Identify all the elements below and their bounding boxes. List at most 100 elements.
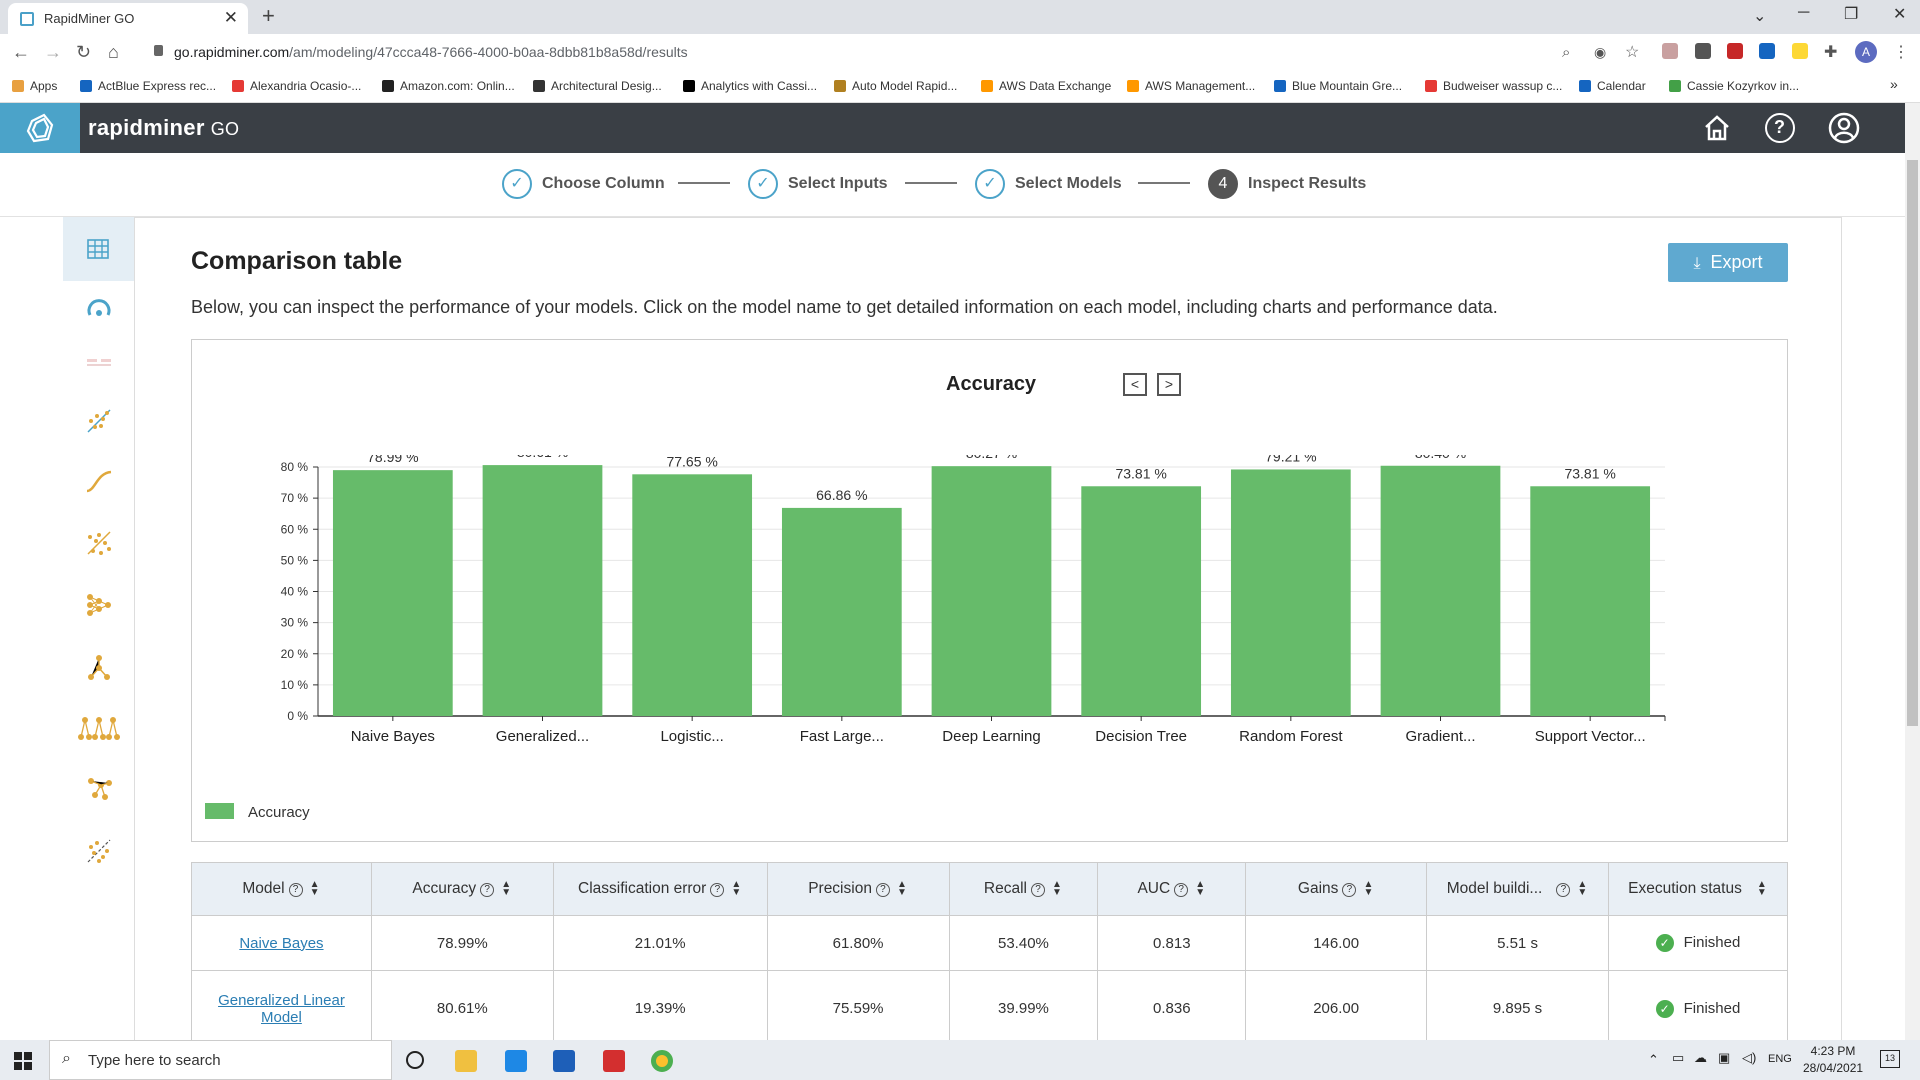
- tray-chevron-icon[interactable]: ⌃: [1648, 1052, 1659, 1067]
- bookmark-item[interactable]: Budweiser wassup c...: [1425, 79, 1562, 93]
- scatter-icon[interactable]: [85, 407, 113, 435]
- notification-icon[interactable]: 13: [1880, 1050, 1900, 1068]
- tab-search-icon[interactable]: ⌄: [1753, 8, 1767, 25]
- bookmark-item[interactable]: Cassie Kozyrkov in...: [1669, 79, 1799, 93]
- close-tab-icon[interactable]: ✕: [223, 8, 238, 27]
- column-header-execution-status[interactable]: Execution status ▲ ▼: [1607, 862, 1789, 916]
- chart-next-button[interactable]: >: [1157, 373, 1181, 396]
- back-icon[interactable]: ←: [12, 42, 30, 62]
- export-button[interactable]: ⤓ Export: [1668, 243, 1788, 282]
- bookmark-item[interactable]: Blue Mountain Gre...: [1274, 79, 1402, 93]
- scrollbar-thumb[interactable]: [1907, 160, 1918, 726]
- svm-icon[interactable]: [85, 837, 113, 865]
- extension-icon[interactable]: [1695, 43, 1711, 59]
- random-forest-icon[interactable]: [78, 715, 120, 743]
- model-link[interactable]: Generalized Linear Model: [218, 991, 345, 1026]
- extension-icon[interactable]: [1792, 43, 1808, 59]
- volume-icon[interactable]: ◁): [1742, 1050, 1757, 1065]
- profile-avatar[interactable]: A: [1855, 41, 1877, 63]
- home-icon[interactable]: ⌂: [108, 42, 119, 62]
- rapidminer-logo[interactable]: [0, 103, 80, 153]
- home-icon[interactable]: [1702, 113, 1732, 143]
- chrome-icon[interactable]: [651, 1050, 673, 1072]
- column-header-accuracy[interactable]: Accuracy? ▲ ▼: [370, 862, 554, 916]
- bookmark-item[interactable]: Amazon.com: Onlin...: [382, 79, 515, 93]
- matrix-icon[interactable]: [85, 351, 113, 379]
- language-indicator[interactable]: ENG: [1768, 1053, 1792, 1065]
- sort-icon[interactable]: ▲ ▼: [1363, 878, 1374, 898]
- sort-icon[interactable]: ▲ ▼: [1195, 878, 1206, 898]
- bookmark-item[interactable]: Architectural Desig...: [533, 79, 662, 93]
- side-nav-item-table[interactable]: [63, 217, 134, 281]
- bookmark-item[interactable]: AWS Data Exchange: [981, 79, 1111, 93]
- bookmark-item[interactable]: AWS Management...: [1127, 79, 1255, 93]
- sort-icon[interactable]: ▲ ▼: [1577, 878, 1588, 898]
- maximize-icon[interactable]: ❐: [1844, 6, 1859, 23]
- extension-icon[interactable]: [1727, 43, 1743, 59]
- sort-icon[interactable]: ▲ ▼: [1756, 878, 1767, 898]
- forward-icon[interactable]: →: [44, 42, 62, 62]
- sort-icon[interactable]: ▲ ▼: [1052, 878, 1062, 898]
- column-header-gains[interactable]: Gains? ▲ ▼: [1245, 862, 1428, 916]
- bookmark-item[interactable]: Apps: [12, 79, 57, 93]
- reload-icon[interactable]: ↻: [76, 42, 92, 62]
- sort-icon[interactable]: ▲ ▼: [501, 878, 512, 898]
- tray-battery-icon[interactable]: ▭: [1672, 1050, 1685, 1065]
- window-close-icon[interactable]: ✕: [1893, 6, 1907, 23]
- help-icon[interactable]: ?: [1765, 113, 1795, 143]
- bookmark-item[interactable]: Calendar: [1579, 79, 1646, 93]
- sort-icon[interactable]: ▲ ▼: [896, 878, 907, 898]
- minimize-icon[interactable]: ─: [1798, 4, 1810, 21]
- column-header-build-time[interactable]: Model buildi...? ▲ ▼: [1426, 862, 1609, 916]
- file-explorer-icon[interactable]: [455, 1050, 477, 1072]
- help-icon[interactable]: ?: [288, 883, 303, 897]
- extensions-puzzle-icon[interactable]: ✚: [1824, 44, 1838, 61]
- extension-icon[interactable]: [1662, 43, 1678, 59]
- new-tab-icon[interactable]: +: [262, 3, 275, 28]
- help-icon[interactable]: ?: [1342, 883, 1357, 897]
- onedrive-icon[interactable]: ☁: [1694, 1050, 1707, 1065]
- column-header-recall[interactable]: Recall? ▲ ▼: [948, 862, 1099, 916]
- column-header-auc[interactable]: AUC? ▲ ▼: [1097, 862, 1247, 916]
- bookmark-star-icon[interactable]: ☆: [1625, 44, 1640, 61]
- taskbar-search-box[interactable]: ⌕ Type here to search: [49, 1040, 392, 1080]
- cortana-icon[interactable]: [406, 1051, 424, 1069]
- extension-icon[interactable]: [1759, 43, 1775, 59]
- help-icon[interactable]: ?: [1030, 883, 1045, 897]
- help-icon[interactable]: ?: [875, 883, 890, 897]
- windows-start-icon[interactable]: [14, 1052, 32, 1070]
- column-header-precision[interactable]: Precision? ▲ ▼: [766, 862, 950, 916]
- gauge-icon[interactable]: [85, 295, 113, 323]
- sort-icon[interactable]: ▲ ▼: [309, 878, 320, 898]
- neural-network-icon[interactable]: [85, 591, 113, 619]
- column-header-model[interactable]: Model? ▲ ▼: [191, 862, 372, 916]
- app-icon[interactable]: [603, 1050, 625, 1072]
- bookmark-item[interactable]: Auto Model Rapid...: [834, 79, 957, 93]
- bookmark-item[interactable]: ActBlue Express rec...: [80, 79, 216, 93]
- address-bar[interactable]: go.rapidminer.com/am/modeling/47ccca48-7…: [140, 39, 1640, 66]
- bookmark-item[interactable]: Analytics with Cassi...: [683, 79, 817, 93]
- browser-tab[interactable]: RapidMiner GO ✕: [8, 3, 248, 34]
- model-link[interactable]: Naive Bayes: [239, 934, 324, 952]
- help-icon[interactable]: ?: [1174, 883, 1189, 897]
- more-bookmarks-icon[interactable]: »: [1890, 76, 1898, 92]
- help-icon[interactable]: ?: [480, 883, 495, 897]
- bookmark-item[interactable]: Alexandria Ocasio-...: [232, 79, 361, 93]
- decision-tree-icon[interactable]: [85, 653, 113, 681]
- network-icon[interactable]: ▣: [1718, 1050, 1731, 1065]
- column-header-classification-error[interactable]: Classification error? ▲ ▼: [552, 862, 768, 916]
- taskbar-clock[interactable]: 4:23 PM 28/04/2021: [1803, 1044, 1864, 1075]
- zoom-icon[interactable]: ⌕: [1562, 44, 1571, 61]
- sort-icon[interactable]: ▲ ▼: [731, 878, 742, 898]
- store-icon[interactable]: [505, 1050, 527, 1072]
- word-icon[interactable]: [553, 1050, 575, 1072]
- help-icon[interactable]: ?: [710, 883, 725, 897]
- tracking-icon[interactable]: ◉: [1594, 44, 1607, 60]
- scatter-icon[interactable]: [85, 529, 113, 557]
- user-account-icon[interactable]: [1828, 112, 1860, 144]
- curve-icon[interactable]: [85, 467, 113, 495]
- gradient-boosting-icon[interactable]: [85, 775, 113, 803]
- browser-menu-icon[interactable]: ⋮: [1893, 44, 1909, 61]
- chart-prev-button[interactable]: <: [1123, 373, 1147, 396]
- help-icon[interactable]: ?: [1556, 883, 1571, 897]
